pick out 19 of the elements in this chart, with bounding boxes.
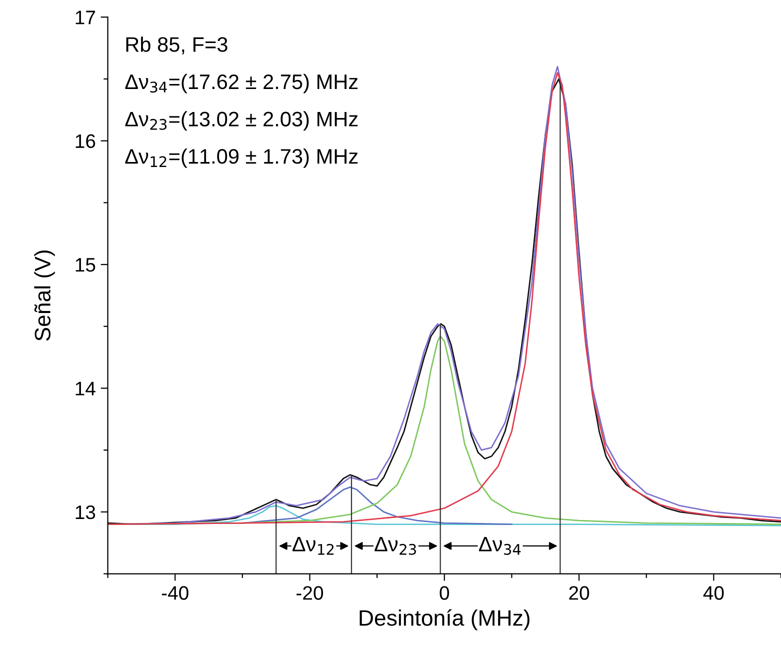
y-tick-label: 14: [76, 382, 96, 396]
y-tick-label: 15: [76, 258, 96, 272]
y-axis-title: Señal (V): [34, 250, 55, 341]
annotation: Δν$_{23}$: [374, 536, 416, 555]
annotation: Δν$_{34}$: [479, 536, 521, 555]
annotation: Δν$_{34}$=(17.62 ± 2.75) MHz: [125, 74, 358, 94]
y-tick-label: 13: [76, 505, 96, 520]
y-tick-label: 16: [76, 134, 96, 148]
annotation: Δν$_{12}$: [292, 536, 334, 555]
annotation: Δν$_{23}$=(13.02 ± 2.03) MHz: [125, 111, 358, 131]
x-axis-title: Desintonía (MHz): [360, 609, 530, 630]
annotation: Δν$_{12}$=(11.09 ± 1.73) MHz: [125, 148, 358, 168]
annotation: Rb 85, F=3: [126, 36, 228, 54]
x-tick-label: 40: [703, 586, 724, 600]
x-tick-label: 20: [569, 586, 590, 600]
x-tick-label: -20: [296, 586, 324, 600]
y-tick-label: 17: [76, 10, 95, 24]
x-tick-label: -40: [162, 586, 188, 600]
x-tick-label: 0: [440, 586, 450, 600]
